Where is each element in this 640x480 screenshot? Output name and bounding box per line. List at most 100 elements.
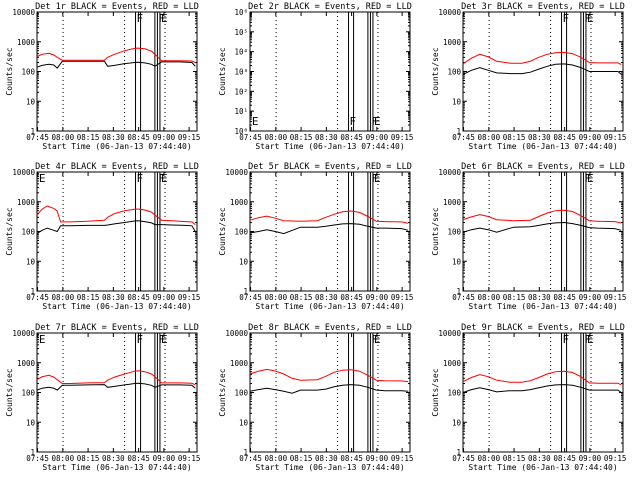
x-tick-label: 08:45 (127, 133, 150, 142)
panel-det2r: Det 2r BLACK = Events, RED = LLD 10⁰ 10¹ 10… (218, 2, 413, 151)
panel-title: Det 8r BLACK = Events, RED = LLD (248, 323, 412, 333)
x-tick-label: 09:15 (391, 133, 414, 142)
plot-frame (36, 332, 198, 453)
flag-marker-label: F (584, 172, 591, 185)
events-series-line (462, 63, 622, 75)
x-tick-label: 08:45 (553, 133, 576, 142)
y-tick-label: 1000 (443, 198, 462, 207)
y-tick-label: 1 (243, 448, 248, 457)
y-tick-label: 10² (234, 87, 248, 96)
plot-frame (36, 11, 198, 132)
x-tick-label: 09:15 (604, 293, 627, 302)
x-tick-label: 08:15 (503, 454, 526, 463)
y-tick-label: 10 (452, 418, 462, 427)
lld-series-line (462, 370, 622, 386)
y-tick-label: 1 (30, 448, 35, 457)
lld-series-line (249, 210, 409, 224)
y-tick-label: 1 (243, 287, 248, 296)
x-tick-label: 08:30 (528, 133, 551, 142)
y-tick-label: 10 (26, 257, 36, 266)
y-tick-label: 1000 (443, 38, 462, 47)
x-tick-label: 08:30 (102, 454, 125, 463)
events-series-line (462, 384, 622, 393)
y-tick-label: 10000 (438, 329, 461, 338)
y-tick-label: 1 (30, 287, 35, 296)
y-tick-label: 1000 (17, 198, 36, 207)
flag-marker-label: E (374, 115, 381, 128)
y-axis-label: Counts/sec (431, 47, 440, 95)
x-tick-label: 07:45 (452, 293, 475, 302)
y-tick-label: 10 (26, 418, 36, 427)
panel-det4r: Det 4r BLACK = Events, RED = LLD 1 10 100 10… (5, 162, 200, 311)
x-axis-label: Start Time (06-Jan-13 07:44:40) (468, 142, 617, 151)
y-tick-label: 100 (234, 389, 248, 398)
x-axis-label: Start Time (06-Jan-13 07:44:40) (255, 142, 404, 151)
flag-marker-label: E (587, 172, 594, 185)
y-tick-label: 1000 (17, 359, 36, 368)
x-tick-label: 07:45 (239, 133, 262, 142)
panel-det3r: Det 3r BLACK = Events, RED = LLD 1 10 100 10… (431, 2, 626, 151)
x-tick-label: 09:00 (366, 293, 389, 302)
flag-marker-label: F (350, 115, 357, 128)
x-tick-label: 08:15 (503, 133, 526, 142)
y-axis-label: Counts/sec (218, 368, 227, 416)
flag-marker-label: F (584, 12, 591, 25)
y-tick-label: 1000 (230, 198, 249, 207)
x-tick-label: 08:45 (553, 454, 576, 463)
plot-frame (36, 171, 198, 292)
flag-marker-label: F (158, 172, 165, 185)
y-axis-label: Counts/sec (431, 368, 440, 416)
x-tick-label: 08:45 (127, 454, 150, 463)
flag-marker-label: F (563, 333, 570, 346)
y-tick-label: 10000 (438, 8, 461, 17)
panel-title: Det 6r BLACK = Events, RED = LLD (461, 162, 625, 172)
x-tick-label: 08:30 (528, 293, 551, 302)
panel-det5r: Det 5r BLACK = Events, RED = LLD 1 10 100 10… (218, 162, 413, 311)
y-tick-label: 100 (447, 228, 461, 237)
flag-marker-label: F (371, 172, 378, 185)
y-tick-label: 1 (456, 287, 461, 296)
x-tick-label: 07:45 (26, 293, 49, 302)
events-series-line (36, 60, 196, 69)
x-tick-label: 08:15 (290, 133, 313, 142)
y-tick-label: 1 (30, 127, 35, 136)
x-tick-label: 09:15 (178, 454, 201, 463)
y-tick-label: 10000 (225, 168, 248, 177)
x-tick-label: 08:45 (127, 293, 150, 302)
flag-marker-label: F (137, 12, 144, 25)
x-tick-label: 08:00 (52, 293, 75, 302)
y-axis-label: Counts/sec (5, 368, 14, 416)
flag-marker-label: E (39, 172, 46, 185)
y-tick-label: 10⁵ (234, 28, 248, 37)
x-tick-label: 07:45 (26, 133, 49, 142)
panel-title: Det 9r BLACK = Events, RED = LLD (461, 323, 625, 333)
y-tick-label: 10⁶ (234, 8, 248, 17)
events-series-line (462, 221, 622, 233)
y-tick-label: 10000 (438, 168, 461, 177)
y-axis-label: Counts/sec (5, 47, 14, 95)
flag-marker-label: F (371, 115, 378, 128)
x-tick-label: 08:30 (315, 133, 338, 142)
panel-title: Det 7r BLACK = Events, RED = LLD (35, 323, 199, 333)
lld-series-line (462, 51, 622, 66)
y-tick-label: 1 (456, 127, 461, 136)
x-tick-label: 08:00 (265, 293, 288, 302)
y-tick-label: 10 (452, 97, 462, 106)
x-tick-label: 08:30 (102, 133, 125, 142)
y-tick-label: 10 (26, 97, 36, 106)
flag-marker-label: E (161, 172, 168, 185)
x-tick-label: 08:00 (265, 454, 288, 463)
x-tick-label: 08:00 (52, 454, 75, 463)
y-tick-label: 10¹ (234, 107, 248, 116)
y-tick-label: 100 (21, 228, 35, 237)
x-tick-label: 08:30 (102, 293, 125, 302)
flag-marker-label: F (158, 12, 165, 25)
flag-marker-label: E (587, 333, 594, 346)
x-axis-label: Start Time (06-Jan-13 07:44:40) (255, 302, 404, 311)
x-axis-label: Start Time (06-Jan-13 07:44:40) (468, 302, 617, 311)
x-tick-label: 09:15 (604, 133, 627, 142)
y-tick-label: 100 (21, 389, 35, 398)
flag-marker-label: E (374, 172, 381, 185)
flag-marker-label: E (374, 333, 381, 346)
flag-marker-label: F (137, 333, 144, 346)
